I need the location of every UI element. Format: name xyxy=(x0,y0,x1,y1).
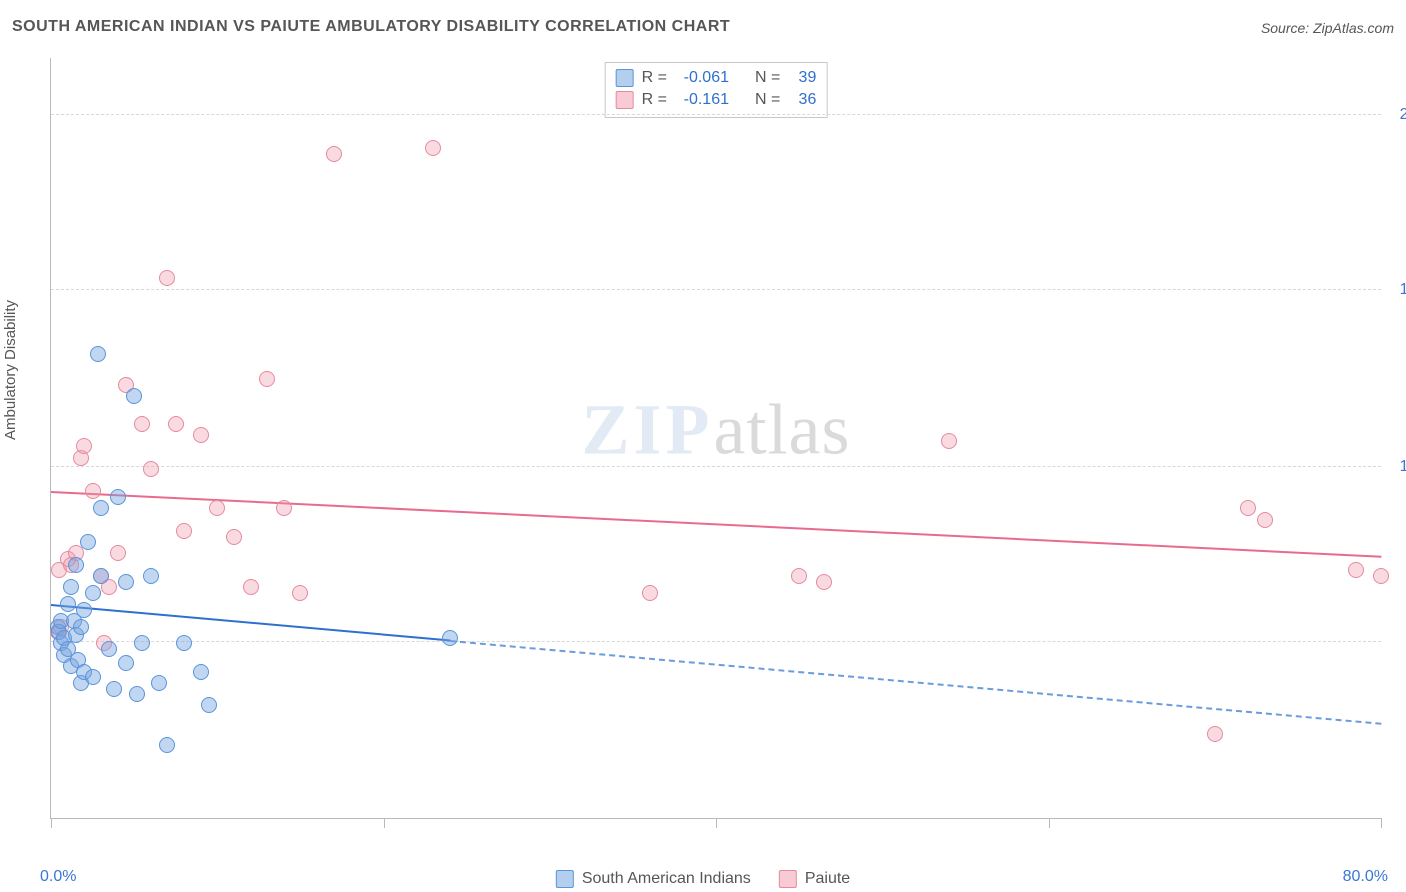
scatter-point-blue xyxy=(126,388,142,404)
scatter-point-blue xyxy=(176,635,192,651)
y-grid-line: 12.5% xyxy=(51,466,1381,467)
trend-line-pink xyxy=(51,491,1381,558)
series-chip-blue xyxy=(616,69,634,87)
scatter-point-blue xyxy=(442,630,458,646)
scatter-point-pink xyxy=(1207,726,1223,742)
scatter-point-blue xyxy=(193,664,209,680)
y-grid-line: 18.8% xyxy=(51,289,1381,290)
scatter-point-blue xyxy=(93,500,109,516)
scatter-point-blue xyxy=(118,655,134,671)
scatter-point-blue xyxy=(68,557,84,573)
scatter-point-pink xyxy=(193,427,209,443)
legend-item-blue: South American Indians xyxy=(556,870,751,888)
scatter-point-pink xyxy=(276,500,292,516)
series-chip-pink xyxy=(616,91,634,109)
legend-chip-pink xyxy=(779,870,797,888)
scatter-point-pink xyxy=(425,140,441,156)
scatter-point-pink xyxy=(176,523,192,539)
scatter-point-pink xyxy=(243,579,259,595)
y-axis-title: Ambulatory Disability xyxy=(2,300,19,440)
scatter-point-blue xyxy=(110,489,126,505)
stats-row-blue: R = -0.061 N = 39 xyxy=(616,67,817,89)
y-tick-label: 12.5% xyxy=(1400,458,1406,476)
scatter-point-pink xyxy=(168,416,184,432)
scatter-point-blue xyxy=(73,619,89,635)
legend-item-pink: Paiute xyxy=(779,870,850,888)
stats-legend-box: R = -0.061 N = 39 R = -0.161 N = 36 xyxy=(605,62,828,118)
legend-chip-blue xyxy=(556,870,574,888)
x-axis-max-label: 80.0% xyxy=(1343,868,1388,886)
y-tick-label: 25.0% xyxy=(1400,106,1406,124)
x-axis-min-label: 0.0% xyxy=(40,868,76,886)
y-grid-line: 6.3% xyxy=(51,641,1381,642)
scatter-point-blue xyxy=(93,568,109,584)
scatter-point-blue xyxy=(129,686,145,702)
trend-line-blue-solid xyxy=(51,604,450,641)
scatter-point-pink xyxy=(159,270,175,286)
scatter-point-blue xyxy=(159,737,175,753)
scatter-point-pink xyxy=(110,545,126,561)
source-attribution: Source: ZipAtlas.com xyxy=(1261,20,1394,36)
x-tick xyxy=(51,818,52,828)
y-grid-line: 25.0% xyxy=(51,114,1381,115)
scatter-point-blue xyxy=(85,669,101,685)
scatter-point-blue xyxy=(80,534,96,550)
scatter-point-pink xyxy=(1257,512,1273,528)
scatter-point-blue xyxy=(85,585,101,601)
scatter-point-pink xyxy=(1240,500,1256,516)
series-legend: South American Indians Paiute xyxy=(556,870,850,888)
scatter-point-blue xyxy=(151,675,167,691)
scatter-point-pink xyxy=(259,371,275,387)
scatter-point-blue xyxy=(90,346,106,362)
scatter-point-pink xyxy=(816,574,832,590)
x-tick xyxy=(1049,818,1050,828)
scatter-point-pink xyxy=(85,483,101,499)
scatter-point-pink xyxy=(76,438,92,454)
scatter-point-blue xyxy=(201,697,217,713)
scatter-point-pink xyxy=(791,568,807,584)
scatter-point-blue xyxy=(76,602,92,618)
scatter-point-blue xyxy=(143,568,159,584)
scatter-point-pink xyxy=(209,500,225,516)
scatter-point-pink xyxy=(292,585,308,601)
scatter-chart: ZIPatlas R = -0.061 N = 39 R = -0.161 N … xyxy=(50,58,1381,819)
x-tick xyxy=(1381,818,1382,828)
scatter-point-blue xyxy=(134,635,150,651)
scatter-point-blue xyxy=(60,596,76,612)
scatter-point-pink xyxy=(941,433,957,449)
scatter-point-blue xyxy=(63,579,79,595)
scatter-point-pink xyxy=(134,416,150,432)
chart-title: SOUTH AMERICAN INDIAN VS PAIUTE AMBULATO… xyxy=(12,18,730,35)
scatter-point-pink xyxy=(642,585,658,601)
x-tick xyxy=(716,818,717,828)
scatter-point-pink xyxy=(143,461,159,477)
trend-line-blue-dashed xyxy=(450,640,1381,725)
x-tick xyxy=(384,818,385,828)
scatter-point-blue xyxy=(101,641,117,657)
scatter-point-blue xyxy=(118,574,134,590)
scatter-point-pink xyxy=(226,529,242,545)
y-tick-label: 18.8% xyxy=(1400,281,1406,299)
scatter-point-blue xyxy=(106,681,122,697)
scatter-point-pink xyxy=(1348,562,1364,578)
stats-row-pink: R = -0.161 N = 36 xyxy=(616,89,817,111)
scatter-point-pink xyxy=(326,146,342,162)
watermark: ZIPatlas xyxy=(582,389,851,472)
scatter-point-pink xyxy=(1373,568,1389,584)
